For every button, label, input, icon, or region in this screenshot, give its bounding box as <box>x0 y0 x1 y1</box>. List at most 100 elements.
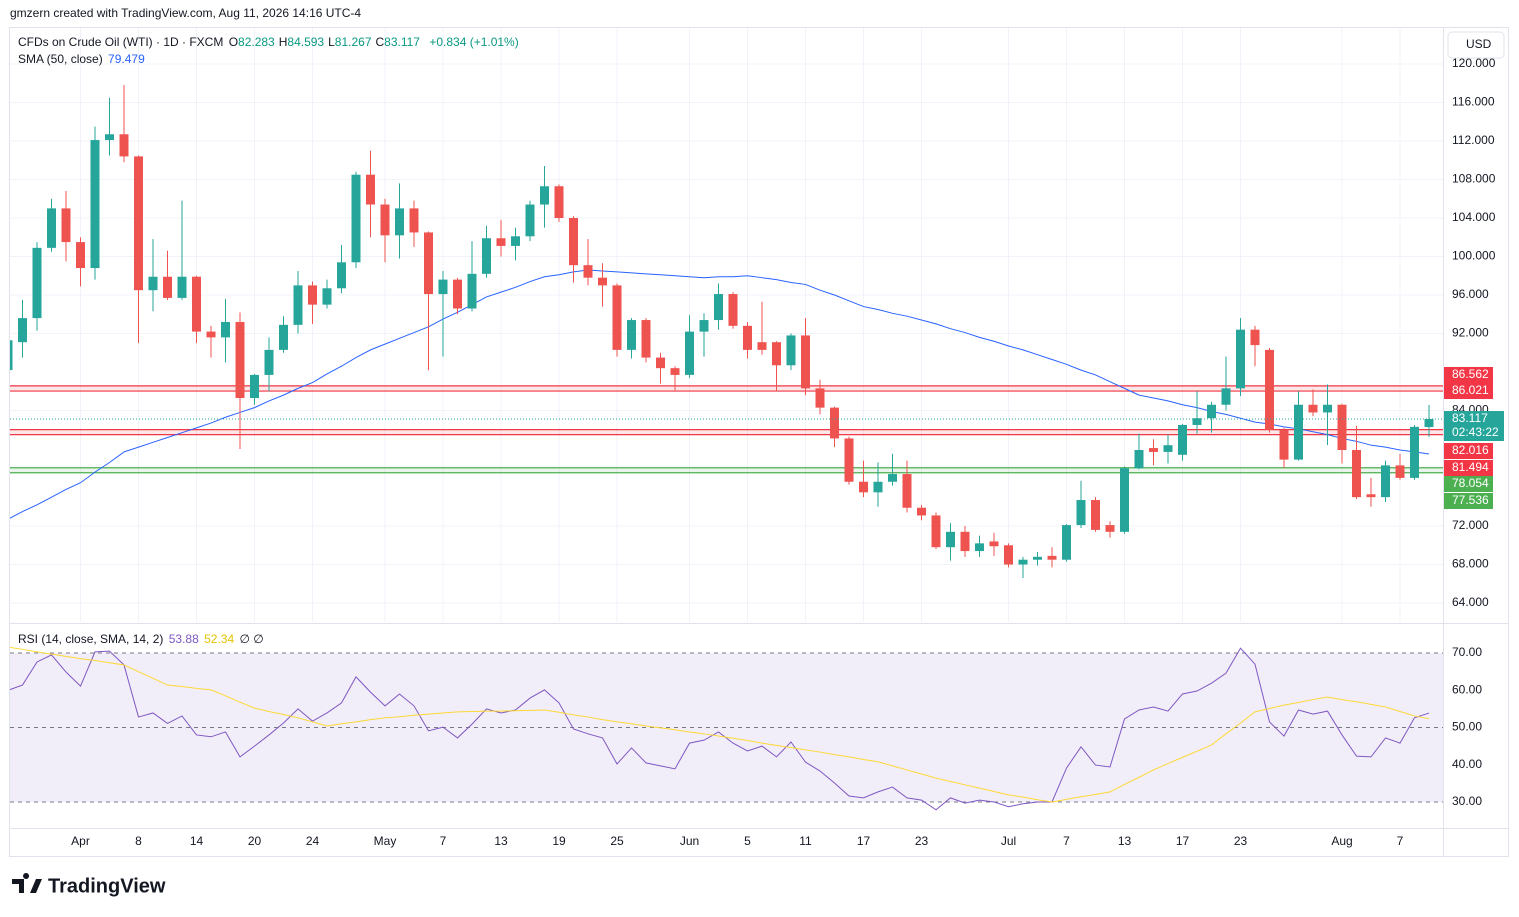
candle-body <box>540 186 549 205</box>
candle-body <box>1105 525 1115 532</box>
sma-line <box>10 269 1430 519</box>
x-tick-label: 7 <box>1063 834 1070 848</box>
candle-body <box>1004 545 1013 565</box>
candle-body <box>1221 388 1231 405</box>
x-tick-label: 19 <box>552 834 566 848</box>
main-legend: CFDs on Crude Oil (WTI) · 1D · FXCM O82.… <box>18 35 521 49</box>
candle-body <box>221 321 230 338</box>
candle-body <box>496 238 506 246</box>
candle-body <box>61 208 71 243</box>
ohlc-value: 81.267 <box>334 35 372 49</box>
candle-body <box>163 276 172 298</box>
y-tick-label: 72.000 <box>1452 518 1489 532</box>
candle-body <box>902 474 912 508</box>
candle-body <box>917 507 926 516</box>
candle-body <box>670 368 680 375</box>
candle-body <box>931 515 941 548</box>
logo-text: TradingView <box>48 875 166 897</box>
candle-body <box>888 474 897 482</box>
y-tick-label: 30.00 <box>1452 794 1482 808</box>
candle-body <box>801 335 810 389</box>
candle-body <box>873 481 883 493</box>
x-tick-label: May <box>374 834 397 848</box>
candle-body <box>1033 556 1042 560</box>
y-tick-label: 68.000 <box>1452 557 1489 571</box>
sma-name: SMA (50, close) <box>18 52 103 66</box>
x-tick-label: 17 <box>1176 834 1190 848</box>
x-tick-label: 14 <box>190 834 204 848</box>
candle-body <box>554 186 564 219</box>
candle-body <box>250 374 259 399</box>
change: +0.834 (+1.01%) <box>429 35 519 49</box>
candle-body <box>1062 525 1071 560</box>
rsi-value: 53.88 <box>168 632 199 646</box>
candle-body <box>699 320 709 332</box>
candle-body <box>1236 329 1245 389</box>
y-tick-label: 50.00 <box>1452 720 1482 734</box>
candle-body <box>685 331 694 375</box>
candle-body <box>10 340 13 371</box>
candle-body <box>1192 418 1202 425</box>
candle-body <box>1424 419 1434 428</box>
candle-body <box>293 285 303 325</box>
y-tick-label: 112.000 <box>1452 133 1495 147</box>
y-tick-label: 120.000 <box>1452 56 1496 70</box>
candle-body <box>467 273 477 309</box>
x-tick-label: 8 <box>135 834 142 848</box>
candle-body <box>786 335 796 366</box>
candle-body <box>351 174 361 263</box>
candle-body <box>424 232 433 295</box>
candle-body <box>1091 500 1100 530</box>
candle-body <box>511 236 520 246</box>
candle-body <box>119 134 129 157</box>
x-tick-label: Jun <box>680 834 699 848</box>
rsi-sma-value: 52.34 <box>204 632 235 646</box>
candle-body <box>714 294 723 321</box>
candle-body <box>627 320 636 350</box>
currency-box[interactable] <box>1447 31 1505 59</box>
ohlc-key: C <box>375 35 385 49</box>
level-label-box <box>1444 476 1493 492</box>
candle-body <box>438 279 448 295</box>
candle-body <box>656 357 665 369</box>
rsi-line <box>10 647 1430 811</box>
countdown: 02:43:22 <box>1452 425 1499 439</box>
candle-body <box>1163 445 1173 452</box>
candle-body <box>337 262 346 289</box>
candle-body <box>1395 465 1405 478</box>
credit: gmzern created with TradingView.com, Aug… <box>10 6 361 20</box>
candle-body <box>90 140 100 269</box>
y-tick-label: 96.000 <box>1452 287 1489 301</box>
level-label-box <box>1444 383 1493 399</box>
y-tick-label: 60.00 <box>1452 682 1482 696</box>
candle-body <box>134 156 143 291</box>
candle-body <box>946 531 955 548</box>
y-tick-label: 40.00 <box>1452 757 1482 771</box>
candle-body <box>482 238 491 274</box>
level-label: 86.021 <box>1452 383 1489 397</box>
x-tick-label: 7 <box>1397 834 1404 848</box>
candle-body <box>148 276 158 291</box>
candle-body <box>1250 329 1260 346</box>
candle-body <box>1178 424 1187 455</box>
rsi-legend: RSI (14, close, SMA, 14, 2) 53.88 52.34 … <box>18 632 266 646</box>
frame <box>9 27 1509 857</box>
rsi-name: RSI (14, close, SMA, 14, 2) <box>18 632 164 646</box>
candle-body <box>1279 429 1289 460</box>
y-tick-label: 104.000 <box>1452 210 1496 224</box>
last-price-box <box>1444 411 1504 442</box>
x-tick-label: 17 <box>857 834 871 848</box>
ohlc-key: L <box>328 35 335 49</box>
candle-body <box>192 276 201 332</box>
candle-body <box>47 208 56 248</box>
x-tick-label: 13 <box>494 834 508 848</box>
candle-body <box>641 320 651 358</box>
x-tick-label: 23 <box>915 834 929 848</box>
candle-body <box>1337 404 1347 450</box>
level-label: 78.054 <box>1452 476 1489 490</box>
candle-body <box>366 174 375 205</box>
x-tick-label: 25 <box>610 834 624 848</box>
candle-body <box>830 407 839 439</box>
level-label-box <box>1444 493 1493 509</box>
level-zone <box>10 467 1443 473</box>
